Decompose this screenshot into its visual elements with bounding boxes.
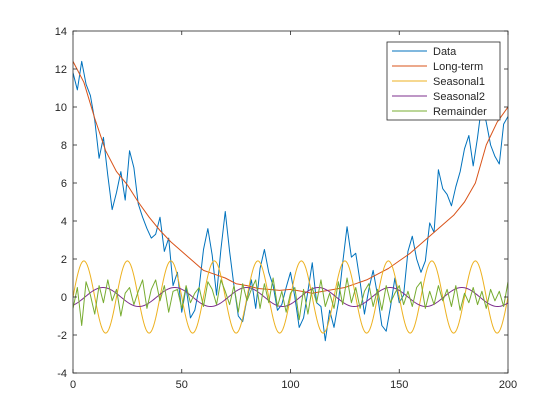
legend-label: Seasonal2: [433, 91, 485, 103]
y-tick-label: 2: [61, 254, 67, 266]
y-axis: -4 -2 0 2 4 6 8 10 12 14: [55, 26, 508, 380]
x-tick-label: 50: [176, 379, 188, 391]
y-tick-label: 6: [61, 178, 67, 190]
series-line-remainder: [73, 277, 508, 326]
legend-label: Seasonal1: [433, 76, 485, 88]
y-tick-label: 4: [61, 216, 67, 228]
y-tick-label: 14: [55, 26, 67, 38]
y-tick-label: 10: [55, 102, 67, 114]
legend-label: Remainder: [433, 106, 487, 118]
x-tick-label: 200: [499, 379, 517, 391]
series-layer: [73, 60, 508, 342]
y-tick-label: 0: [61, 292, 67, 304]
y-tick-label: -2: [57, 330, 67, 342]
series-line-long-term: [73, 61, 508, 294]
legend-label: Data: [433, 46, 457, 58]
series-line-seasonal1: [73, 260, 508, 334]
legend-label: Long-term: [433, 61, 483, 73]
y-tick-label: 8: [61, 140, 67, 152]
y-tick-label: 12: [55, 64, 67, 76]
series-line-data: [73, 60, 508, 342]
y-tick-label: -4: [57, 368, 67, 380]
x-tick-label: 150: [390, 379, 408, 391]
x-tick-label: 0: [70, 379, 76, 391]
series-line-seasonal2: [73, 287, 508, 307]
legend: Data Long-term Seasonal1 Seasonal2 Remainder: [386, 41, 501, 121]
x-axis: 0 50 100 150 200: [70, 31, 517, 391]
x-tick-label: 100: [281, 379, 299, 391]
